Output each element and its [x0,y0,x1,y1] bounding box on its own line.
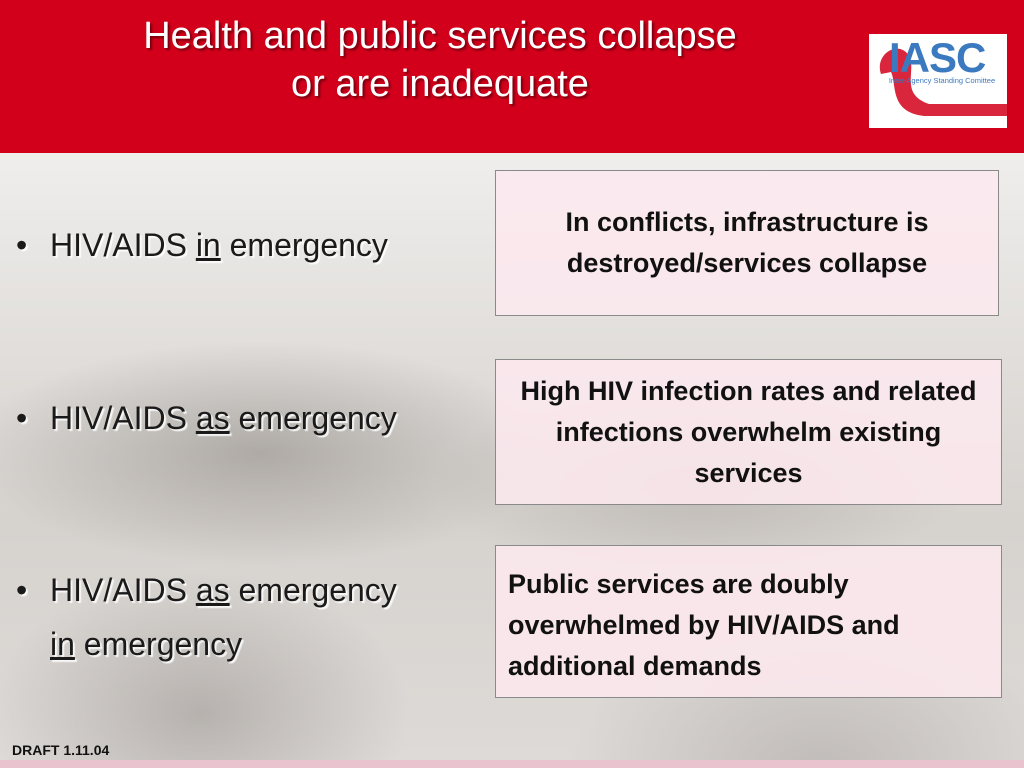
callout-box-2: High HIV infection rates and related inf… [495,359,1002,505]
bullet-dot-icon: • [16,400,28,436]
callout-box-3: Public services are doubly overwhelmed b… [495,545,1002,698]
bullet-dot-icon: • [16,227,28,263]
red-ribbon-icon [879,48,1007,116]
title-line-2: or are inadequate [291,63,589,105]
bullet-3-continuation: in emergency [50,626,243,662]
draft-label: DRAFT 1.11.04 [12,742,110,758]
iasc-logo: IASC Inter-Agency Standing Comittee [869,34,1007,128]
title-bar: Health and public services collapse or a… [0,0,1024,153]
callout-box-1-text: In conflicts, infrastructure is destroye… [565,207,929,278]
bullet-2: • HIV/AIDS as emergency [16,391,397,445]
callout-box-3-text: Public services are doubly overwhelmed b… [508,569,900,681]
bullet-dot-icon: • [16,572,28,608]
logo-subtitle: Inter-Agency Standing Comittee [888,76,996,85]
title-line-1: Health and public services collapse [143,15,737,57]
bullet-3: • HIV/AIDS as emergency in emergency [16,563,397,671]
slide-title: Health and public services collapse or a… [30,12,850,108]
callout-box-1: In conflicts, infrastructure is destroye… [495,170,999,316]
footer-bar [0,760,1024,768]
callout-box-2-text: High HIV infection rates and related inf… [520,375,977,488]
bullet-1: • HIV/AIDS in emergency [16,218,388,272]
logo-text: IASC [889,34,986,81]
